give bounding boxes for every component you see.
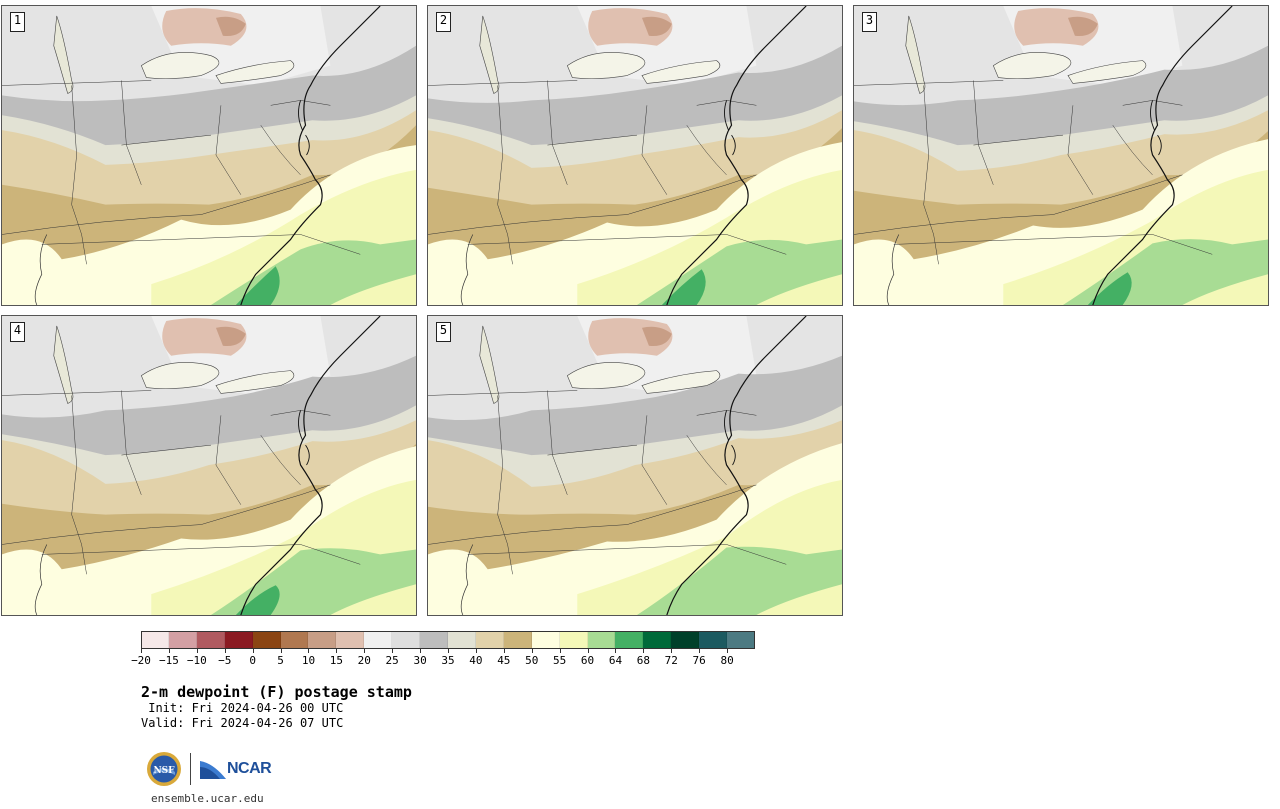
colorbar-tickmark [141,649,142,653]
colorbar-swatch [727,631,755,649]
colorbar-swatch [671,631,700,649]
colorbar-swatch [531,631,560,649]
colorbar-tickmark [699,649,701,653]
colorbar-tick-label: 40 [469,654,483,667]
colorbar-tickmark [503,649,505,653]
colorbar-swatch [587,631,616,649]
member-label-2: 2 [436,12,451,32]
member-label-1: 1 [10,12,25,32]
colorbar-tick-label: 72 [664,654,678,667]
logo-divider [190,753,191,785]
colorbar-tickmark [364,649,366,653]
ensemble-member-panel-3: 3 [853,5,1269,306]
member-label-4: 4 [10,322,25,342]
colorbar-tick-label: 68 [636,654,650,667]
colorbar-tickmark [448,649,449,653]
ensemble-member-panel-5: 5 [427,315,843,616]
ensemble-member-panel-1: 1 [1,5,417,306]
colorbar-tick-label: 25 [385,654,399,667]
colorbar-tickmark [643,649,645,653]
valid-time: Valid: Fri 2024-04-26 07 UTC [141,716,344,730]
colorbar-tick-label: 0 [249,654,256,667]
colorbar-swatch [420,631,448,649]
colorbar-tick-label: 35 [441,654,455,667]
colorbar-tick-label: 20 [357,654,371,667]
colorbar-swatch [699,631,728,649]
colorbar-tick-label: −5 [218,654,232,667]
colorbar-tick-label: 76 [692,654,706,667]
dewpoint-map-3 [854,6,1268,305]
colorbar-swatch [475,631,504,649]
colorbar-swatch [168,631,197,649]
colorbar-tickmark [252,649,254,653]
dewpoint-map-4 [2,316,416,615]
ncar-logo-text: NCAR [227,760,272,777]
colorbar-tick-label: −10 [186,654,207,667]
colorbar-tickmark [196,649,198,653]
colorbar-swatch [141,631,169,649]
ensemble-member-panel-2: 2 [427,5,843,306]
colorbar-tickmark [168,649,170,653]
member-label-3: 3 [862,12,877,32]
dewpoint-map-2 [428,6,842,305]
colorbar-tickmark [615,649,617,653]
colorbar-tickmark [336,649,338,653]
nsf-logo: NSF [147,752,181,786]
colorbar-tick-label: 55 [553,654,567,667]
colorbar-swatch [559,631,588,649]
colorbar-swatch [252,631,281,649]
colorbar-tick-label: 10 [301,654,316,667]
colorbar-swatch [336,631,365,649]
dewpoint-map-5 [428,316,842,615]
colorbar-swatch [447,631,476,649]
svg-text:NSF: NSF [153,766,175,776]
colorbar-tickmark [308,649,310,653]
colorbar-swatch [308,631,337,649]
colorbar-tick-label: −20 [131,654,151,667]
site-url: ensemble.ucar.edu [151,792,264,805]
colorbar-tickmark [671,649,673,653]
colorbar-tickmark [727,649,729,653]
colorbar-swatch [503,631,532,649]
colorbar-tickmark [475,649,477,653]
ensemble-member-panel-4: 4 [1,315,417,616]
colorbar-tickmark [531,649,533,653]
colorbar-swatch [364,631,393,649]
colorbar-tick-label: 80 [720,654,734,667]
colorbar-swatch [280,631,309,649]
colorbar-swatch [224,631,253,649]
dewpoint-colorbar [141,631,755,649]
colorbar-tick-label: −15 [158,654,179,667]
figure-title: 2-m dewpoint (F) postage stamp [141,683,412,701]
ncar-mark-icon [200,761,226,779]
dewpoint-map-1 [2,6,416,305]
colorbar-tick-label: 50 [525,654,539,667]
colorbar-tickmark [587,649,589,653]
colorbar-tickmark [224,649,226,653]
colorbar-tickmark [392,649,394,653]
colorbar-tick-label: 60 [580,654,595,667]
colorbar-tickmark [559,649,561,653]
colorbar-tick-label: 45 [497,654,511,667]
colorbar-swatch [392,631,421,649]
colorbar-tick-label: 30 [413,654,427,667]
sponsor-logos: NSF NCAR [145,750,272,788]
colorbar-tick-label: 15 [329,654,343,667]
colorbar-tickmark [280,649,282,653]
colorbar-swatch [643,631,672,649]
colorbar-swatch [196,631,225,649]
colorbar-swatch [615,631,644,649]
colorbar-tick-label: 64 [608,654,623,667]
member-label-5: 5 [436,322,451,342]
init-time: Init: Fri 2024-04-26 00 UTC [141,701,344,715]
colorbar-tick-label: 5 [277,654,284,667]
colorbar-tickmark [420,649,422,653]
